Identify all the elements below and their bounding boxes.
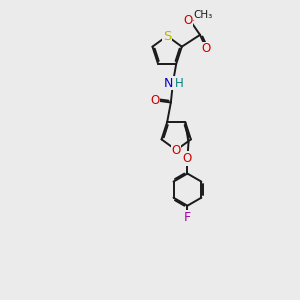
Text: CH₃: CH₃ [194,10,213,20]
Text: O: O [184,14,193,27]
Text: O: O [202,42,211,55]
Text: O: O [183,152,192,165]
Text: O: O [150,94,159,107]
Text: N: N [164,77,173,90]
Text: S: S [163,29,171,43]
Text: H: H [175,77,183,90]
Text: O: O [172,144,181,157]
Text: F: F [184,211,191,224]
